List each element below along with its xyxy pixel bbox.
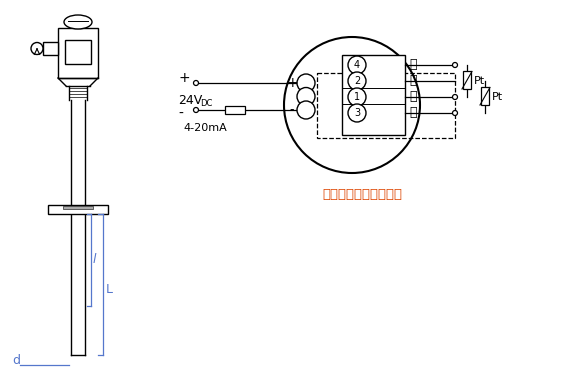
Text: 热电阵：三线或四线制: 热电阵：三线或四线制 [322,188,402,201]
Circle shape [297,101,315,119]
Bar [481,87,489,105]
Circle shape [31,42,43,55]
Bar [342,55,405,135]
Text: 白: 白 [409,58,417,71]
Text: 4-20mA: 4-20mA [183,123,227,133]
Text: 红: 红 [409,91,417,104]
Bar [43,42,58,55]
Bar [463,71,471,89]
Text: L: L [106,283,113,296]
Text: Pt: Pt [474,76,485,86]
Text: 2: 2 [354,76,360,86]
Circle shape [348,104,366,122]
Circle shape [297,87,315,105]
Text: -: - [290,104,295,117]
Bar [317,73,455,138]
Text: 24V: 24V [178,94,202,107]
Circle shape [284,37,420,173]
Circle shape [348,56,366,74]
Text: 4: 4 [354,60,360,70]
Text: 白: 白 [409,74,417,87]
Text: 3: 3 [354,108,360,118]
Bar [225,106,245,114]
Circle shape [453,94,457,99]
Circle shape [453,110,457,115]
Text: d: d [12,353,20,366]
Bar [58,28,98,78]
Bar [65,40,91,64]
Text: Pt: Pt [492,92,503,102]
Text: DC: DC [200,99,213,107]
Circle shape [194,81,198,86]
Circle shape [297,74,315,92]
Text: +: + [178,71,190,85]
Text: 1: 1 [354,92,360,102]
Ellipse shape [64,15,92,29]
Text: -: - [178,107,183,121]
Circle shape [348,72,366,90]
Circle shape [194,107,198,113]
Circle shape [453,63,457,68]
Text: l: l [93,253,96,266]
Text: +: + [286,76,298,90]
Bar [63,206,93,209]
Bar [48,205,108,214]
Circle shape [348,88,366,106]
Text: 红: 红 [409,107,417,120]
